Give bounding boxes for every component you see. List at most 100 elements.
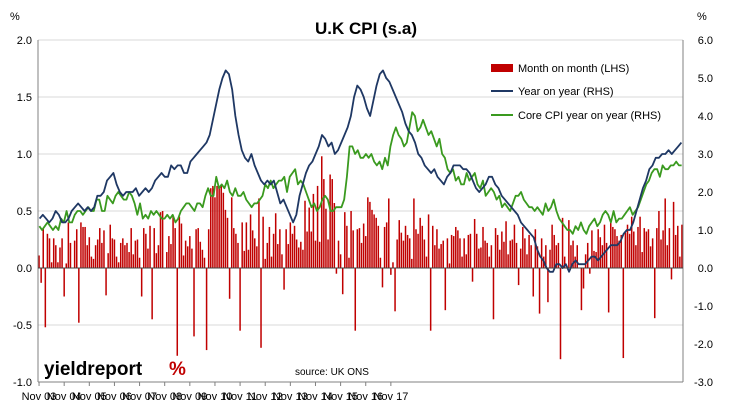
x-tick-label: Nov 11 xyxy=(223,391,257,403)
bar-month-on-month xyxy=(528,234,530,268)
bar-month-on-month xyxy=(469,233,472,268)
x-tick-label: Nov 07 xyxy=(122,391,157,403)
bar-month-on-month xyxy=(124,245,126,268)
bar-month-on-month xyxy=(417,233,419,268)
bar-month-on-month xyxy=(434,245,436,268)
bar-month-on-month xyxy=(80,222,82,268)
bar-month-on-month xyxy=(161,211,164,268)
bar-month-on-month xyxy=(253,238,256,268)
bar-month-on-month xyxy=(576,245,578,268)
bar-month-on-month xyxy=(346,225,348,268)
legend-label-year-on-year: Year on year (RHS) xyxy=(518,86,614,98)
bar-month-on-month xyxy=(660,239,662,268)
bar-month-on-month xyxy=(371,209,373,268)
bar-month-on-month xyxy=(509,240,511,268)
bar-month-on-month xyxy=(50,262,53,268)
bar-month-on-month xyxy=(463,238,465,268)
bar-month-on-month xyxy=(603,224,606,268)
right-tick-label: 6.0 xyxy=(698,35,713,47)
bar-month-on-month xyxy=(392,262,394,268)
bar-month-on-month xyxy=(561,217,564,268)
bar-month-on-month xyxy=(38,255,40,268)
bar-month-on-month xyxy=(647,229,650,268)
bar-month-on-month xyxy=(193,268,195,337)
bar-month-on-month xyxy=(442,240,444,268)
bar-month-on-month xyxy=(681,224,683,268)
bar-month-on-month xyxy=(408,238,411,268)
bar-month-on-month xyxy=(130,228,132,268)
bar-month-on-month xyxy=(488,256,491,268)
bar-month-on-month xyxy=(155,253,158,268)
bar-month-on-month xyxy=(48,238,51,268)
bar-month-on-month xyxy=(147,248,149,268)
bar-month-on-month xyxy=(279,229,281,268)
bar-month-on-month xyxy=(308,207,310,268)
bar-month-on-month xyxy=(115,256,118,268)
bar-month-on-month xyxy=(398,220,400,268)
bar-month-on-month xyxy=(314,240,317,268)
bar-month-on-month xyxy=(262,216,264,268)
bar-month-on-month xyxy=(415,229,417,268)
right-tick-label: -3.0 xyxy=(694,377,713,389)
bar-month-on-month xyxy=(490,245,493,268)
bar-month-on-month xyxy=(388,198,390,268)
bar-month-on-month xyxy=(513,224,516,268)
source-note: source: UK ONS xyxy=(295,367,369,378)
bar-month-on-month xyxy=(425,256,428,268)
bar-month-on-month xyxy=(203,257,206,268)
bar-month-on-month xyxy=(333,203,336,268)
year-on-year-lines xyxy=(38,69,683,273)
bar-month-on-month xyxy=(394,268,396,312)
bar-month-on-month xyxy=(235,233,237,268)
bar-month-on-month xyxy=(595,252,597,268)
bar-month-on-month xyxy=(421,225,424,268)
bar-month-on-month xyxy=(297,247,300,268)
bar-month-on-month xyxy=(113,239,116,268)
bar-month-on-month xyxy=(117,262,120,268)
bar-month-on-month xyxy=(258,198,260,268)
bar-month-on-month xyxy=(159,212,162,268)
bar-month-on-month xyxy=(214,197,216,268)
left-axis-unit: % xyxy=(10,11,20,23)
bar-month-on-month xyxy=(423,239,426,268)
bar-month-on-month xyxy=(492,268,495,320)
bar-month-on-month xyxy=(145,233,147,268)
bar-month-on-month xyxy=(364,236,367,268)
bar-month-on-month xyxy=(82,226,84,268)
bar-month-on-month xyxy=(589,268,591,274)
bar-month-on-month xyxy=(580,268,583,311)
bar-month-on-month xyxy=(289,222,292,268)
bar-month-on-month xyxy=(473,218,476,268)
bar-month-on-month xyxy=(494,228,497,268)
x-tick-label: Nov 15 xyxy=(323,391,358,403)
bar-month-on-month xyxy=(601,245,604,268)
bar-month-on-month xyxy=(226,217,229,268)
bar-month-on-month xyxy=(101,242,103,268)
bar-month-on-month xyxy=(132,254,135,268)
bar-month-on-month xyxy=(530,245,532,268)
bar-month-on-month xyxy=(431,225,434,268)
bar-month-on-month xyxy=(505,221,507,268)
bar-month-on-month xyxy=(390,268,392,275)
bar-month-on-month xyxy=(122,238,124,268)
bar-month-on-month xyxy=(341,268,344,295)
bar-month-on-month xyxy=(138,257,141,268)
bar-month-on-month xyxy=(649,246,652,268)
x-tick-label: Nov 03 xyxy=(22,391,57,403)
bar-month-on-month xyxy=(465,254,468,268)
bar-month-on-month xyxy=(628,233,631,268)
right-tick-label: 5.0 xyxy=(698,73,713,85)
bar-month-on-month xyxy=(557,242,560,268)
bar-month-on-month xyxy=(119,242,122,268)
bar-month-on-month xyxy=(584,254,587,268)
bar-month-on-month xyxy=(321,156,323,268)
bar-month-on-month xyxy=(452,236,455,268)
bar-month-on-month xyxy=(44,268,47,328)
bar-month-on-month xyxy=(666,245,669,268)
bar-month-on-month xyxy=(140,268,143,297)
bar-month-on-month xyxy=(448,263,451,268)
bar-month-on-month xyxy=(350,211,352,268)
bar-month-on-month xyxy=(599,237,602,268)
bar-month-on-month xyxy=(55,245,57,268)
